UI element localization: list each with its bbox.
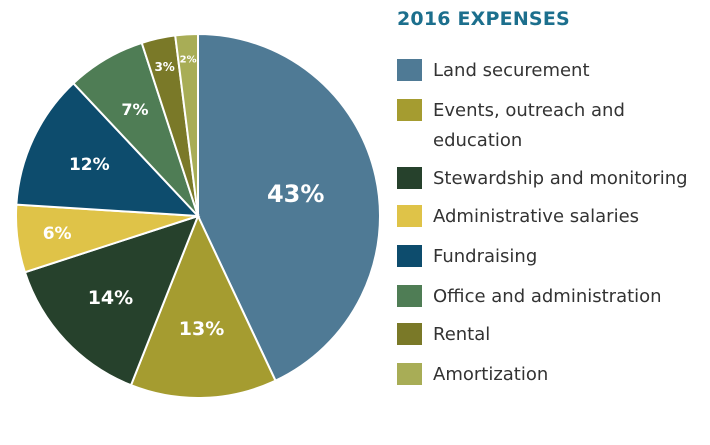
- data-label-fundraising: 12%: [69, 155, 110, 175]
- legend-swatch: [397, 285, 422, 307]
- legend-label: Land securement: [433, 56, 590, 86]
- legend-label: Fundraising: [433, 242, 537, 272]
- data-label-office-and-administration: 7%: [121, 100, 148, 119]
- legend-label: Office and administration: [433, 282, 662, 312]
- data-label-rental: 3%: [154, 60, 174, 74]
- legend-swatch: [397, 245, 422, 267]
- legend-swatch: [397, 205, 422, 227]
- data-label-events-outreach-and-education: 13%: [179, 318, 224, 340]
- legend-swatch: [397, 59, 422, 81]
- legend-label: Amortization: [433, 360, 548, 390]
- legend-item-fundraising: Fundraising: [397, 242, 707, 272]
- legend-label: Stewardship and monitoring: [433, 164, 688, 194]
- legend-item-stewardship-and-monitoring: Stewardship and monitoring: [397, 164, 707, 194]
- data-label-land-securement: 43%: [267, 180, 324, 208]
- chart-title: 2016 EXPENSES: [397, 8, 570, 30]
- legend: Land securement Events, outreach and educ…: [397, 56, 707, 400]
- legend-label: Events, outreach and education: [433, 96, 707, 156]
- legend-item-rental: Rental: [397, 320, 707, 350]
- data-label-amortization: 2%: [180, 54, 197, 65]
- pie-chart: 43% 13% 14% 6% 12% 7% 3% 2%: [0, 0, 400, 445]
- legend-label: Administrative salaries: [433, 202, 639, 232]
- legend-label: Rental: [433, 320, 490, 350]
- legend-swatch: [397, 363, 422, 385]
- legend-swatch: [397, 99, 422, 121]
- legend-swatch: [397, 167, 422, 189]
- legend-swatch: [397, 323, 422, 345]
- pie-slices: [16, 34, 380, 398]
- legend-item-amortization: Amortization: [397, 360, 707, 390]
- data-label-stewardship-and-monitoring: 14%: [88, 287, 133, 309]
- data-label-administrative-salaries: 6%: [43, 224, 72, 244]
- legend-item-events-outreach-and-education: Events, outreach and education: [397, 96, 707, 156]
- legend-item-office-and-administration: Office and administration: [397, 282, 707, 312]
- legend-item-land-securement: Land securement: [397, 56, 707, 86]
- legend-item-administrative-salaries: Administrative salaries: [397, 202, 707, 232]
